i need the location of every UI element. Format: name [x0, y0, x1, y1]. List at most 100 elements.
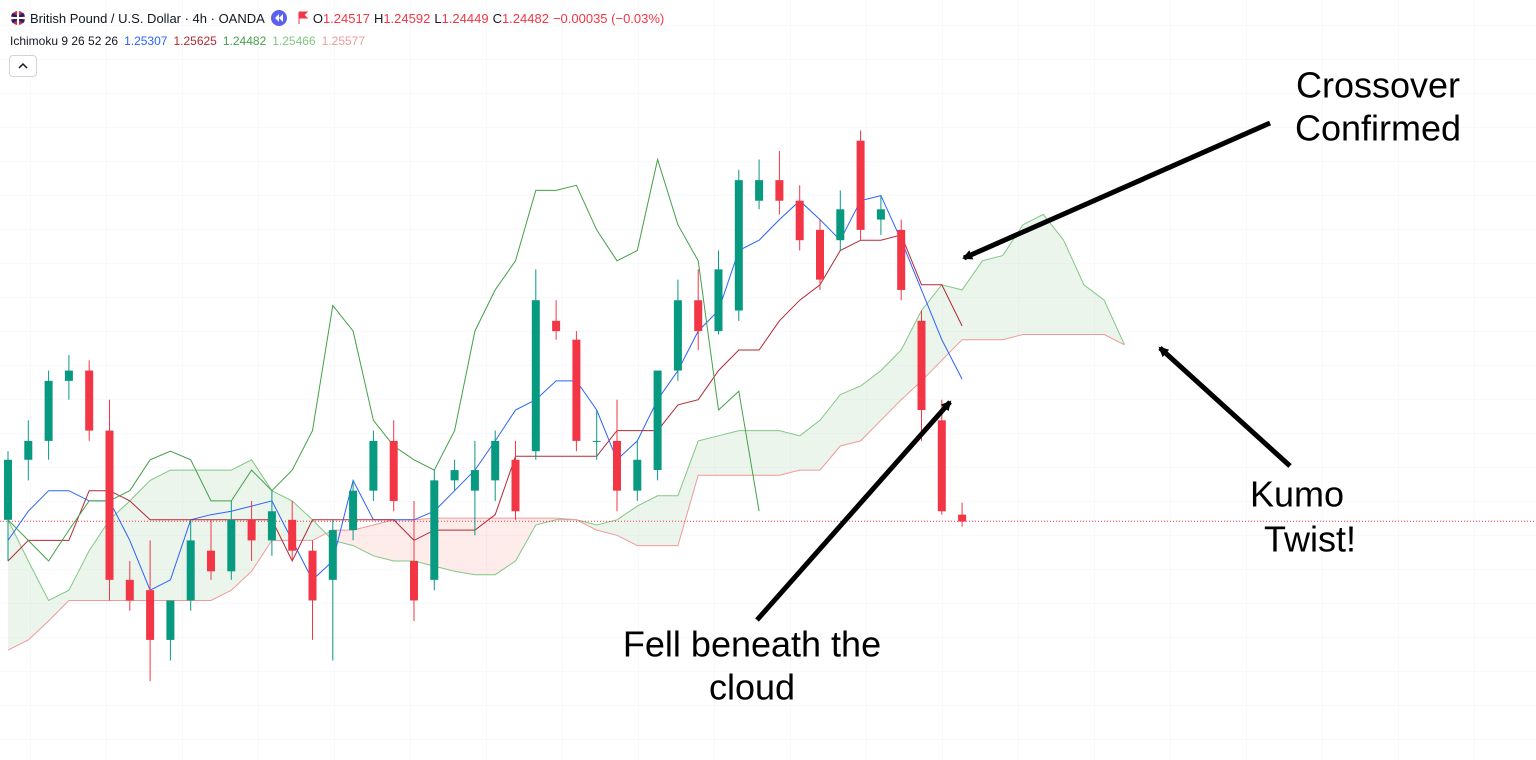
arrow — [962, 120, 1272, 261]
ohlc-label: O — [312, 10, 323, 26]
cloud-segment — [393, 519, 414, 561]
annotation: Fell beneath the — [623, 624, 881, 665]
cloud-segment — [1063, 240, 1084, 335]
candle-body — [450, 470, 459, 481]
candle-body — [552, 320, 561, 332]
candle-body — [470, 470, 479, 491]
candle-body — [937, 420, 946, 512]
cloud-segment — [901, 310, 922, 400]
symbol-title[interactable]: British Pound / U.S. Dollar · 4h · OANDA — [30, 10, 265, 26]
candle-body — [288, 519, 297, 551]
annotation: Twist! — [1264, 519, 1356, 560]
cloud-segment — [211, 470, 232, 601]
collapse-button[interactable] — [9, 55, 37, 77]
cloud-segment — [840, 386, 861, 447]
candle-body — [85, 370, 94, 431]
candle-body — [328, 530, 337, 580]
ohlc-value: 1.24449 — [441, 10, 489, 26]
candle-body — [389, 440, 398, 501]
ohlc-value: 1.24482 — [501, 10, 549, 26]
cloud-segment — [799, 420, 820, 471]
candle-body — [856, 140, 865, 230]
cloud-segment — [657, 495, 678, 546]
ohlc-value: 1.24517 — [322, 10, 370, 26]
indicator-line — [7, 157, 760, 562]
cloud-segment — [150, 470, 171, 601]
cloud-segment — [495, 518, 516, 575]
candle-body — [166, 600, 175, 640]
candle-body — [653, 370, 662, 471]
candle-body — [349, 490, 358, 531]
candle-body — [876, 209, 885, 220]
candle-body — [24, 440, 33, 460]
cloud-segment — [1083, 284, 1105, 335]
cloud-segment — [617, 506, 638, 546]
candle-body — [592, 440, 601, 442]
indicator-line — [7, 213, 1125, 602]
cloud-segment — [677, 440, 699, 546]
cloud-segment — [129, 480, 151, 601]
candle-body — [694, 300, 703, 332]
cloud-segment — [28, 560, 49, 640]
cloud-segment — [1002, 224, 1023, 340]
ohlc-label: L — [434, 10, 442, 26]
chevron — [18, 62, 28, 69]
cloud-segment — [454, 518, 475, 575]
flag-icon — [11, 11, 25, 25]
candle-body — [369, 440, 378, 491]
candle-body — [734, 180, 743, 311]
indicator-value: 1.25577 — [321, 34, 366, 48]
annotation: Confirmed — [1295, 108, 1461, 149]
cloud-segment — [373, 519, 394, 561]
indicator-name[interactable]: Ichimoku 9 26 52 26 — [10, 34, 119, 48]
cloud-segment — [271, 490, 293, 541]
cloud-segment — [962, 260, 983, 340]
candle-body — [714, 269, 723, 332]
cloud-segment — [718, 430, 739, 476]
candle-body — [795, 200, 804, 241]
indicator-value: 1.25307 — [124, 34, 168, 48]
candle-body — [673, 300, 682, 371]
candle-body — [897, 229, 906, 290]
candle-body — [146, 590, 155, 640]
candle-body — [105, 430, 114, 580]
ohlc-value: 1.24592 — [383, 10, 431, 26]
candle-body — [207, 550, 215, 572]
indicator-line — [7, 334, 1125, 651]
candle-body — [633, 459, 642, 491]
arrow — [1158, 346, 1292, 468]
candle-body — [836, 209, 845, 241]
cloud-segment — [698, 435, 719, 476]
cloud-segment — [860, 370, 881, 441]
change: −0.00035 (−0.03%) — [552, 10, 665, 26]
cloud-segment — [68, 550, 90, 601]
cloud-segment — [251, 459, 272, 572]
arrow — [755, 400, 952, 622]
cloud-segment — [637, 495, 658, 546]
candle-body — [227, 519, 236, 572]
candle-body — [64, 370, 73, 381]
candle-body — [917, 320, 926, 411]
cloud-segment — [474, 518, 496, 575]
candle-body — [44, 380, 53, 441]
cloud-segment — [921, 284, 942, 381]
annotation: Kumo — [1250, 474, 1344, 515]
indicator-line — [7, 234, 963, 563]
candle-body — [511, 459, 520, 512]
replay-icons[interactable] — [269, 9, 309, 27]
candle-body — [267, 511, 276, 541]
cloud-segment — [820, 394, 841, 471]
cloud-segment — [1023, 214, 1044, 335]
cloud-segment — [759, 430, 780, 476]
annotation: cloud — [709, 667, 795, 708]
cloud-segment — [170, 470, 191, 601]
candle-body — [775, 180, 784, 201]
candle-body — [755, 180, 764, 201]
cloud-segment — [941, 284, 963, 361]
candle-body — [491, 440, 500, 481]
indicator-value: 1.24482 — [222, 34, 267, 48]
candle-body — [958, 514, 967, 522]
cloud-segment — [434, 518, 455, 572]
